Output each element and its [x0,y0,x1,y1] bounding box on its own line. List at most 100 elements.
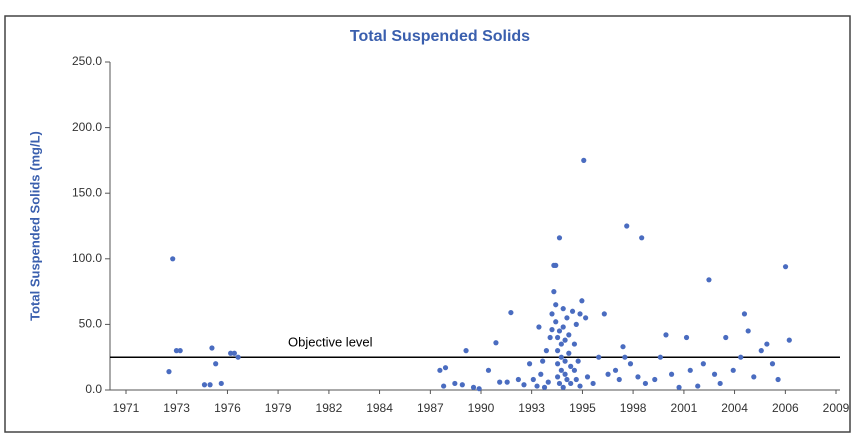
point [558,367,564,373]
point [538,371,544,377]
y-tick-label: 0.0 [85,382,102,396]
y-tick-label: 100.0 [72,251,102,265]
x-tick-label: 1995 [569,401,596,415]
point [562,337,568,343]
point [541,384,548,390]
point [786,337,792,343]
point [601,311,607,317]
y-tick-label: 250.0 [72,54,102,68]
point [566,350,572,356]
y-tick-label: 50.0 [79,317,103,331]
x-tick-label: 1971 [113,401,140,415]
y-tick-label: 200.0 [72,120,102,134]
point [166,369,172,375]
chart-frame [4,15,851,433]
y-axis-title: Total Suspended Solids (mg/L) [27,131,42,321]
point [170,256,176,262]
point [201,382,208,388]
point [581,157,587,163]
x-tick-label: 1979 [265,401,292,415]
point [485,367,492,373]
x-tick-label: 2009 [823,401,850,415]
point [730,367,736,373]
point [504,379,510,385]
point [209,345,215,351]
point [553,302,559,308]
x-tick-label: 1990 [468,401,495,415]
point [560,306,566,312]
point [695,383,701,389]
point [470,384,477,390]
point [758,348,764,354]
point [584,374,591,380]
x-tick-label: 1987 [417,401,444,415]
point [555,334,561,341]
point [700,361,706,367]
point [568,363,574,369]
point [555,374,561,380]
point [526,361,533,367]
point [706,277,712,283]
point [556,380,563,387]
point [635,374,641,380]
point [573,376,579,383]
point [508,309,514,316]
point [627,361,634,367]
point [551,289,557,295]
point [562,371,568,377]
point [639,235,645,241]
point [555,348,561,354]
objective-label: Objective level [288,335,373,350]
point [560,324,566,330]
point [235,354,241,360]
x-tick-label: 2001 [671,401,698,415]
point [687,367,693,373]
chart-title: Total Suspended Solids [350,28,530,45]
x-tick-label: 1976 [214,401,241,415]
point [657,354,663,360]
x-tick-label: 1993 [518,401,545,415]
point [207,382,213,388]
point [540,358,546,364]
x-tick-label: 2006 [772,401,799,415]
point [738,354,744,360]
point [543,348,549,354]
point [612,367,619,373]
point [177,348,183,354]
point [556,328,563,334]
point [553,319,559,325]
point [493,340,499,346]
point [590,380,596,387]
point [596,354,602,360]
x-tick-label: 1982 [316,401,343,415]
point [452,380,458,387]
point [521,382,527,388]
point [173,348,180,354]
point [463,348,469,354]
point [741,311,748,317]
point [536,324,542,330]
x-tick-label: 1998 [620,401,647,415]
point [228,350,234,356]
point [441,383,447,389]
point [764,341,770,347]
point [642,380,649,387]
point [622,354,628,360]
x-tick-label: 2004 [721,401,748,415]
point [577,311,583,317]
point [560,384,566,390]
point [545,379,551,385]
point [553,262,559,268]
point [476,386,482,392]
point [530,376,536,383]
point [459,382,465,388]
point [571,341,578,347]
point [442,365,449,371]
point [723,334,729,341]
point [676,384,682,390]
point [577,383,583,389]
point [547,334,553,341]
point [683,334,690,341]
x-tick-label: 1984 [366,401,393,415]
